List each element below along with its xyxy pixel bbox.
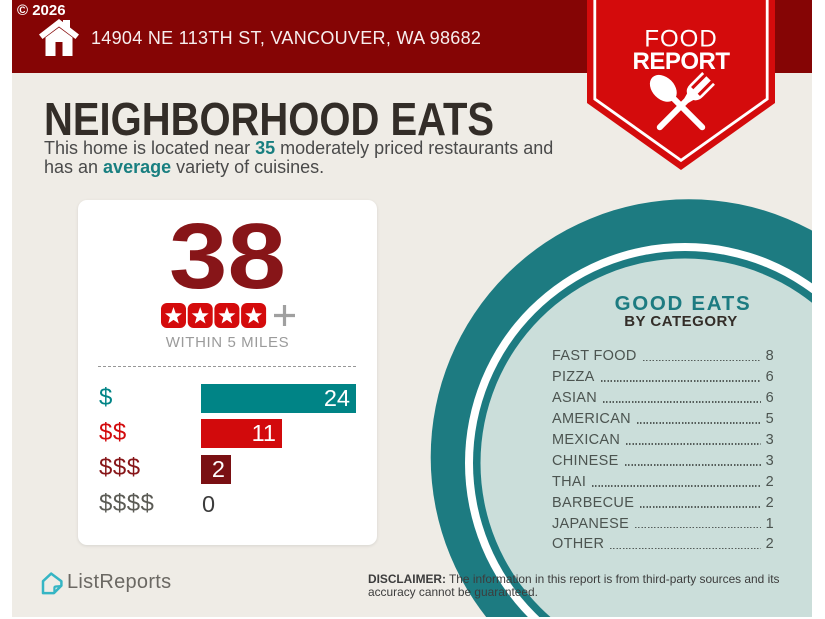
svg-text:REPORT: REPORT xyxy=(632,48,730,75)
svg-text:FOOD: FOOD xyxy=(644,26,717,53)
